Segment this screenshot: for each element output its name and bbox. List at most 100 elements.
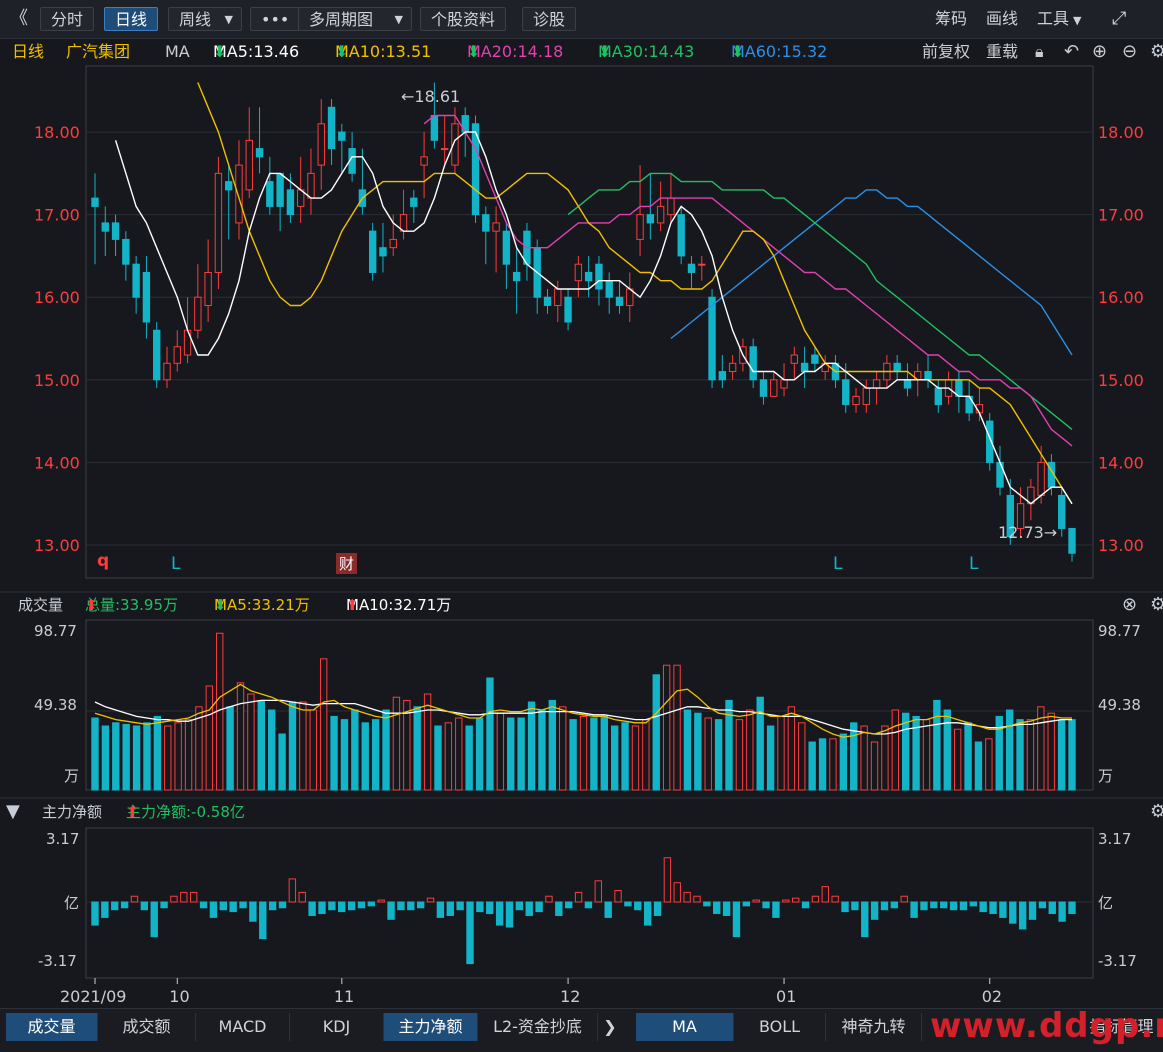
chart-area[interactable]: 18.00 18.00 17.00 17.00 16.00 16.00 15.00 15.00…	[0, 0, 1163, 1008]
volume-bar	[496, 712, 505, 791]
ma-label[interactable]: MA	[165, 42, 190, 61]
tab-main-flow[interactable]: 主力净额	[384, 1013, 478, 1041]
candle-body	[327, 106, 336, 150]
marker-l[interactable]: L	[833, 554, 843, 574]
candle-body	[872, 379, 881, 389]
tab-diagnose[interactable]: 诊股	[522, 7, 577, 31]
flow-bar	[851, 901, 859, 911]
flow-bar	[713, 901, 721, 915]
flow-bar	[209, 901, 218, 918]
adjust-button[interactable]: 前复权	[922, 42, 971, 61]
tab-rixian[interactable]: 日线	[104, 7, 159, 31]
candle-body	[759, 379, 768, 397]
candle-body	[656, 205, 665, 224]
volume-bar	[590, 717, 598, 791]
zoom-out-icon[interactable]: ⊖	[1122, 41, 1138, 62]
volume-bar	[475, 717, 484, 791]
flow-bar	[160, 901, 168, 909]
volume-bar	[912, 715, 920, 791]
flow-axis-unit-right: 亿	[1098, 894, 1114, 912]
volume-bar	[403, 699, 411, 791]
indicator-manage-button[interactable]: 指标管理	[1089, 1017, 1154, 1036]
volume-bar	[340, 719, 349, 791]
y-tick-label-right: 16.00	[1098, 288, 1144, 307]
tab-stock-info[interactable]: 个股资料	[420, 7, 507, 31]
collapse-icon[interactable]: 《	[10, 8, 28, 29]
close-icon[interactable]: ⊗	[1122, 594, 1138, 615]
y-tick-label-left: 17.00	[34, 206, 80, 225]
tab-turnover[interactable]: 成交额	[98, 1013, 196, 1041]
marker-q[interactable]: q	[97, 551, 110, 571]
volume-bar	[818, 738, 827, 791]
flow-bar	[791, 897, 800, 903]
flow-bar	[574, 891, 583, 903]
low-price-label: 12.73→	[998, 523, 1058, 542]
volume-bar	[891, 709, 899, 791]
volume-bar	[1037, 706, 1045, 791]
marker-l[interactable]: L	[171, 554, 181, 574]
lock-icon[interactable]: 🔒︎	[1035, 42, 1044, 61]
settings-icon[interactable]: ⚙	[1150, 41, 1163, 62]
reload-button[interactable]: 重载	[986, 42, 1019, 61]
volume-bar	[444, 722, 453, 791]
volume-bar	[808, 741, 816, 791]
volume-bar	[985, 738, 993, 791]
flow-bar	[604, 901, 612, 918]
ma30-line	[567, 172, 1073, 430]
tab-boll[interactable]: BOLL	[734, 1013, 826, 1041]
draw-button[interactable]: 画线	[986, 9, 1019, 28]
ma20-line	[423, 114, 1073, 447]
candle-body	[492, 222, 500, 232]
flow-bar	[762, 901, 770, 909]
tab-kdj[interactable]: KDJ	[290, 1013, 384, 1041]
volume-bar	[964, 722, 972, 791]
candle-body	[142, 271, 151, 323]
fullscreen-icon[interactable]: ⤢	[1112, 8, 1127, 29]
candle-body	[780, 379, 788, 389]
flow-bar	[140, 901, 149, 911]
candle-body	[410, 197, 418, 207]
volume-bar	[600, 715, 608, 791]
tab-fenshi[interactable]: 分时	[40, 7, 95, 31]
flow-bar	[456, 901, 464, 911]
tab-macd[interactable]: MACD	[196, 1013, 290, 1041]
marker-l[interactable]: L	[969, 554, 979, 574]
y-tick-label-left: 16.00	[34, 288, 80, 307]
settings-icon[interactable]: ⚙	[1150, 801, 1163, 822]
candle-body	[91, 197, 99, 207]
flow-bar	[288, 878, 297, 903]
chip-button[interactable]: 筹码	[935, 9, 968, 28]
tab-zhouxian[interactable]: 周线 ▼	[168, 7, 242, 31]
period-label: 日线	[12, 42, 45, 61]
flow-bar	[663, 857, 672, 903]
chevron-down-icon: ▼	[1073, 14, 1082, 27]
volume-bar	[694, 712, 702, 791]
flow-bar	[653, 901, 662, 916]
dropdown-icon[interactable]: ▼	[6, 801, 20, 822]
flow-bar	[801, 901, 810, 909]
marker-finance[interactable]: 财	[336, 553, 358, 574]
candle-body	[482, 214, 490, 232]
undo-icon[interactable]: ↶	[1064, 41, 1080, 62]
more-button[interactable]: •••	[250, 7, 301, 31]
volume-bar	[621, 722, 629, 791]
volume-bar	[371, 719, 380, 791]
chevron-right-icon[interactable]: ❯	[603, 1017, 617, 1036]
settings-icon[interactable]: ⚙	[1150, 594, 1163, 615]
volume-title[interactable]: 成交量	[18, 596, 64, 614]
flow-title[interactable]: 主力净额	[42, 803, 103, 821]
tab-multiperiod[interactable]: 多周期图 ▼	[298, 7, 412, 31]
zoom-in-icon[interactable]: ⊕	[1092, 41, 1108, 62]
candle-body	[543, 296, 552, 306]
stock-name[interactable]: 广汽集团	[66, 42, 131, 61]
tab-ma[interactable]: MA	[636, 1013, 734, 1041]
tab-magic-nine[interactable]: 神奇九转	[826, 1013, 922, 1041]
volume-bar	[673, 664, 681, 791]
tools-button[interactable]: 工具 ▼	[1037, 7, 1081, 31]
volume-bar	[465, 725, 473, 791]
candle-body	[1037, 461, 1045, 496]
volume-bar	[714, 719, 723, 791]
tab-l2-bottom[interactable]: L2-资金抄底	[478, 1013, 598, 1041]
candle-body	[615, 296, 624, 306]
tab-volume[interactable]: 成交量	[6, 1013, 98, 1041]
